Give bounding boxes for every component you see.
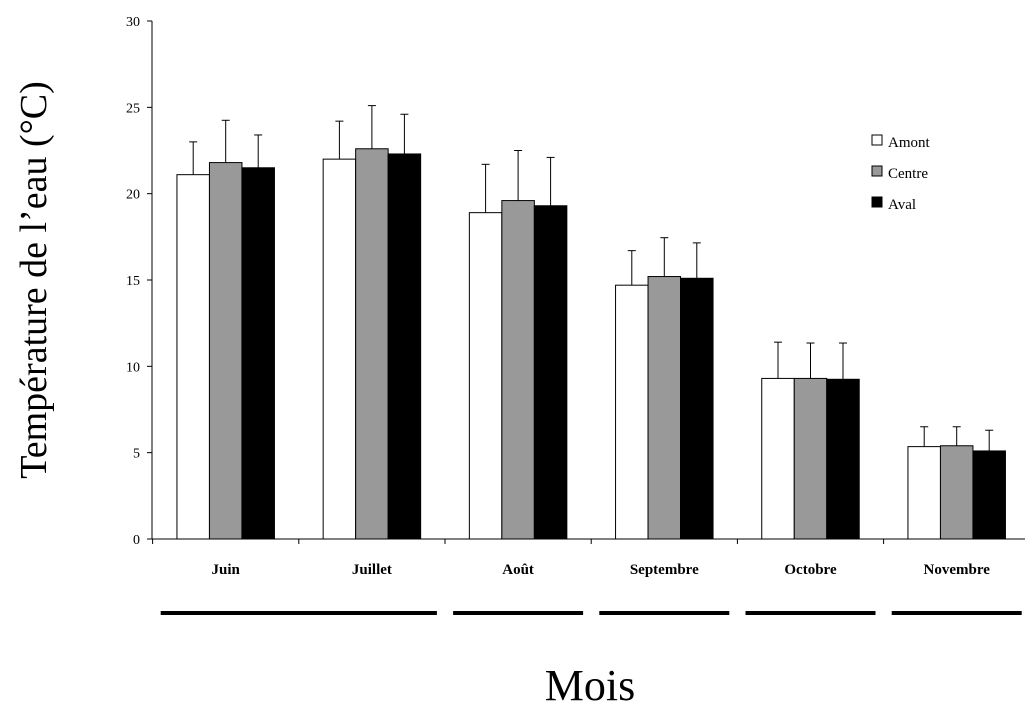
- bar-aval: [826, 378, 860, 540]
- bar-amont: [615, 284, 649, 540]
- y-axis: 0 5 10 15 20 25 30: [126, 15, 153, 548]
- bar-centre: [501, 200, 535, 540]
- y-tick-label: 30: [126, 15, 140, 30]
- bar-centre: [208, 162, 243, 540]
- legend-swatch-centre: [871, 165, 883, 177]
- bar-centre: [647, 276, 682, 540]
- x-tick-label: Août: [502, 562, 534, 578]
- bar-amont: [176, 174, 210, 540]
- x-tick-label: Septembre: [630, 562, 699, 578]
- bar-amont: [761, 377, 795, 540]
- bar-aval: [533, 205, 568, 540]
- bar-aval: [972, 450, 1006, 540]
- x-tick-label: Juillet: [352, 562, 392, 578]
- bar-aval: [680, 277, 714, 540]
- x-axis: Juin Juillet Août Septembre Octobre Novembre: [152, 538, 1025, 578]
- y-tick-label: 5: [133, 447, 140, 462]
- bar-aval: [387, 153, 422, 540]
- bar-amont: [468, 212, 503, 540]
- legend-label: Aval: [888, 197, 916, 213]
- y-tick-label: 0: [133, 533, 140, 548]
- x-tick-label: Novembre: [924, 562, 991, 578]
- legend-label: Amont: [888, 135, 931, 151]
- x-tick-label: Juin: [212, 562, 241, 578]
- bar-amont: [907, 446, 941, 540]
- bar-aval: [241, 167, 275, 540]
- legend-swatch-amont: [871, 134, 883, 146]
- x-axis-label: Mois: [545, 661, 635, 702]
- bar-centre: [355, 148, 389, 540]
- bar-amont: [322, 158, 357, 540]
- bar-centre: [793, 377, 828, 540]
- legend-swatch-aval: [871, 196, 883, 208]
- y-tick-label: 25: [126, 101, 140, 116]
- x-tick-label: Octobre: [784, 562, 837, 578]
- legend-label: Centre: [888, 166, 928, 182]
- bar-centre: [939, 445, 974, 540]
- y-axis-label: Température de l’eau (°C): [13, 81, 55, 479]
- y-tick-label: 10: [126, 360, 140, 375]
- y-tick-label: 15: [126, 274, 140, 289]
- bars: [176, 105, 1006, 540]
- y-tick-label: 20: [126, 188, 140, 203]
- legend: Amont Centre Aval: [871, 134, 931, 213]
